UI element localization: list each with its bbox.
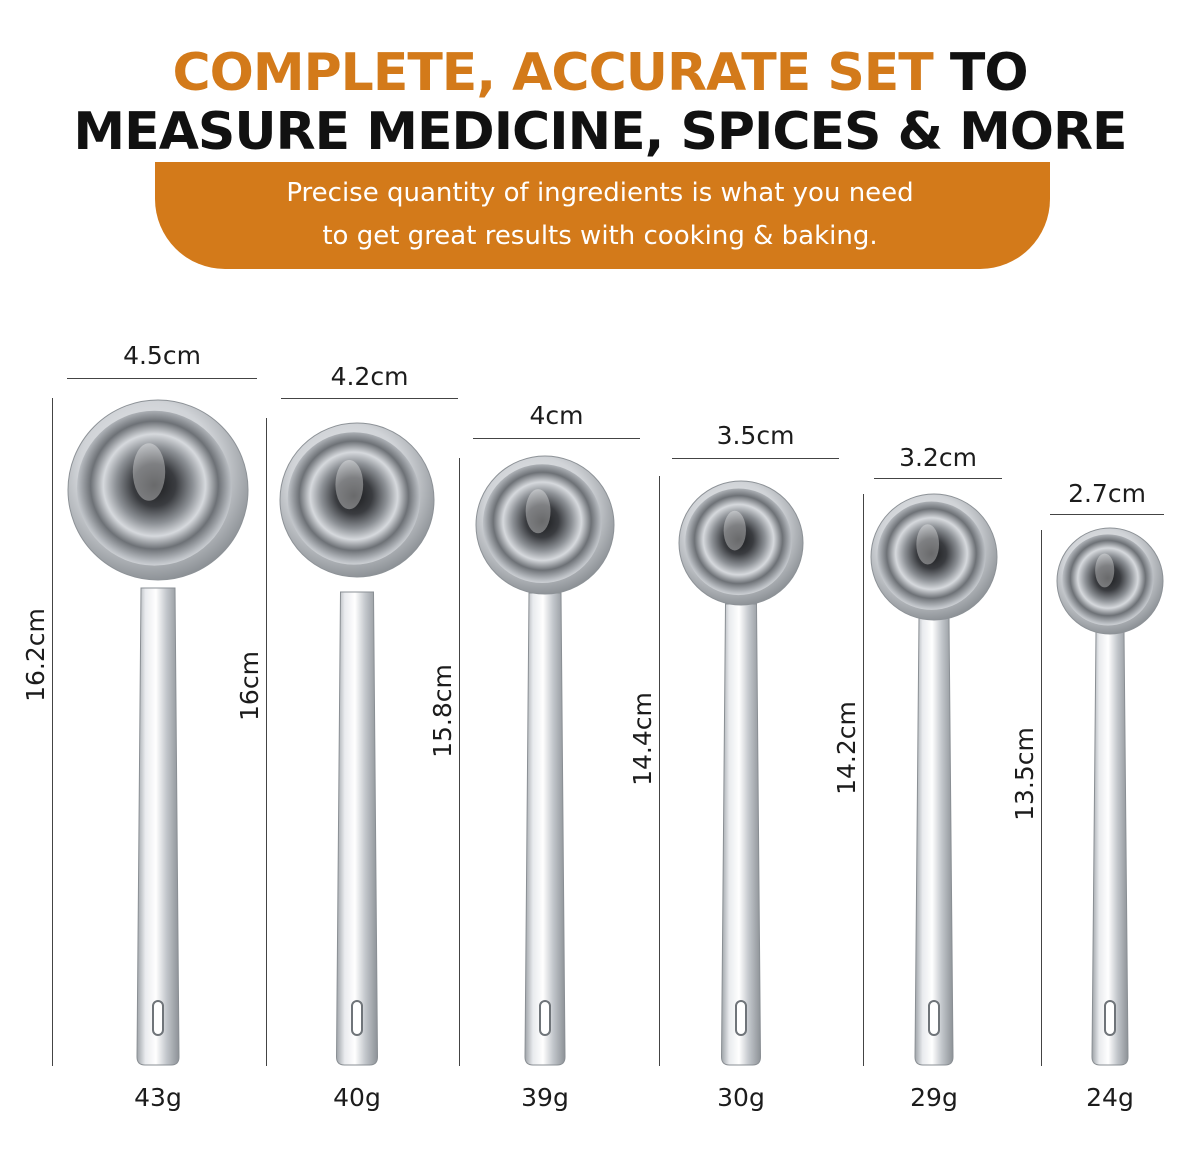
- headline-accent: COMPLETE, ACCURATE SET: [172, 43, 933, 103]
- spoon-handle: [335, 591, 379, 1066]
- spoon-handle: [914, 617, 954, 1066]
- length-dimension-line: [863, 494, 864, 1066]
- width-dimension-line: [473, 438, 640, 439]
- headline-line-1: COMPLETE, ACCURATE SET TO: [0, 42, 1200, 104]
- width-dimension-line: [672, 458, 839, 459]
- spoon-handle: [524, 592, 566, 1066]
- spoon-weight-label: 43g: [134, 1083, 182, 1112]
- subtitle-line-2: to get great results with cooking & baki…: [322, 221, 878, 251]
- hang-hole: [152, 1000, 164, 1036]
- headline-line-1-rest: TO: [932, 43, 1029, 103]
- spoon-weight-label: 24g: [1086, 1083, 1134, 1112]
- headline-line-2: MEASURE MEDICINE, SPICES & MORE: [73, 102, 1127, 162]
- width-dimension-line: [874, 478, 1002, 479]
- length-dimension-line: [1041, 530, 1042, 1066]
- hang-hole: [735, 1000, 747, 1036]
- width-dimension-line: [67, 378, 257, 379]
- spoon-width-label: 4.5cm: [123, 341, 201, 370]
- width-dimension-line: [281, 398, 458, 399]
- spoon-width-label: 3.2cm: [899, 443, 977, 472]
- spoon-weight-label: 30g: [717, 1083, 765, 1112]
- hang-hole: [928, 1000, 940, 1036]
- spoon-width-label: 2.7cm: [1068, 479, 1146, 508]
- length-dimension-line: [659, 476, 660, 1066]
- spoon-handle: [136, 587, 180, 1066]
- spoon-width-label: 4.2cm: [330, 362, 409, 391]
- spoon-weight-label: 39g: [521, 1083, 569, 1112]
- subtitle-banner: [155, 162, 1050, 269]
- length-dimension-line: [459, 458, 460, 1066]
- spoon-weight-label: 40g: [333, 1083, 381, 1112]
- hang-hole: [539, 1000, 551, 1036]
- spoon-weight-label: 29g: [910, 1083, 958, 1112]
- width-dimension-line: [1050, 514, 1164, 515]
- spoon-width-label: 3.5cm: [716, 421, 795, 450]
- spoon-width-label: 4cm: [529, 401, 584, 430]
- length-dimension-line: [266, 418, 267, 1066]
- subtitle-line-1: Precise quantity of ingredients is what …: [286, 178, 914, 208]
- spoon-handle: [1091, 631, 1129, 1066]
- spoon-handle: [720, 603, 762, 1066]
- length-dimension-line: [52, 398, 53, 1066]
- hang-hole: [351, 1000, 363, 1036]
- hang-hole: [1104, 1000, 1116, 1036]
